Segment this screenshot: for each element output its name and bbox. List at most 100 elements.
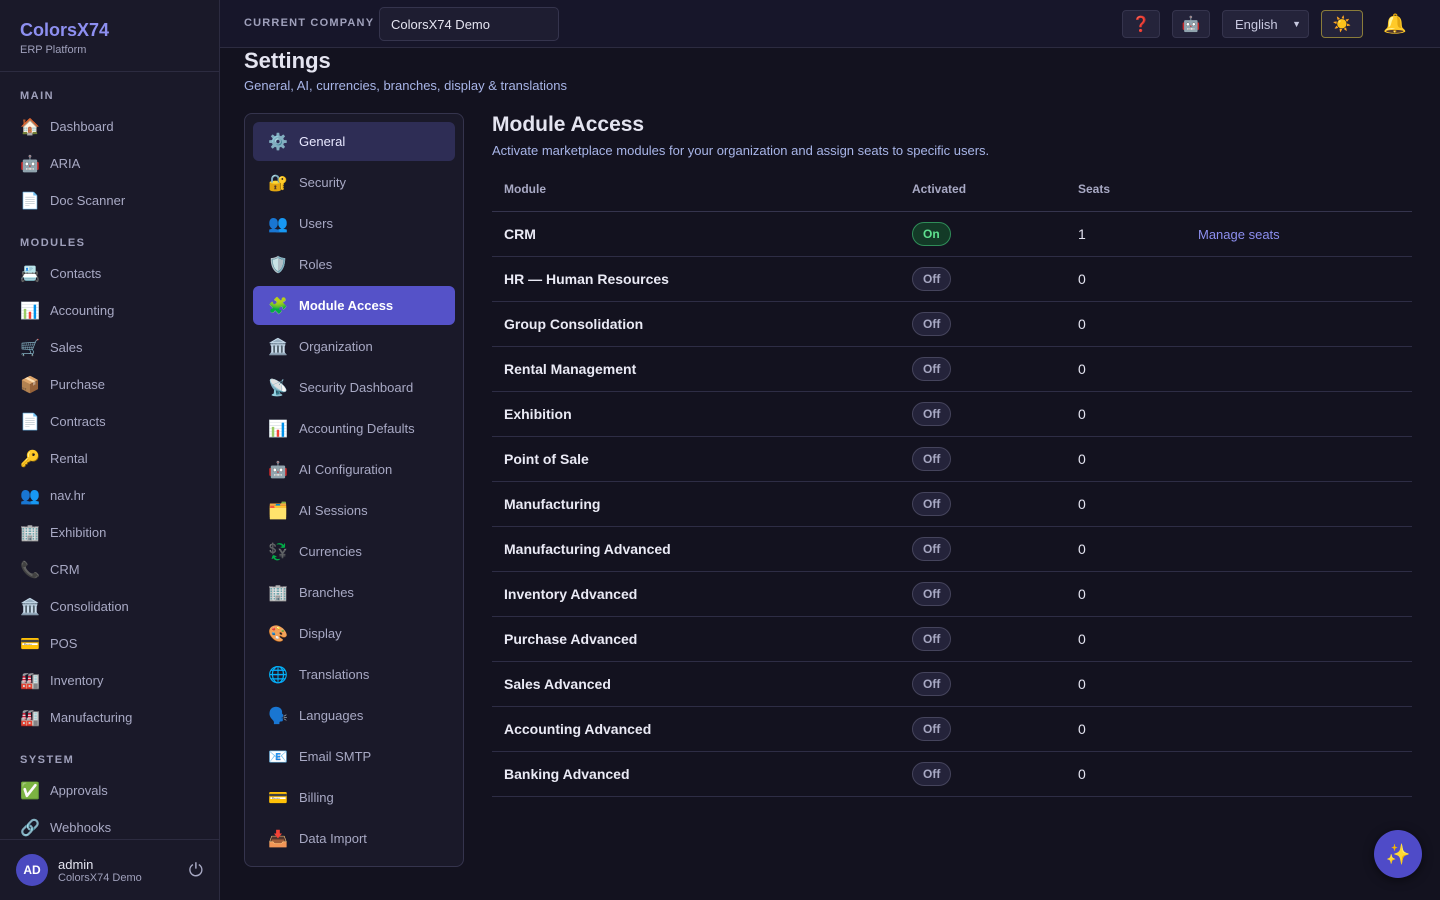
settings-nav-item[interactable]: 🗂️ AI Sessions	[253, 491, 455, 530]
status-toggle[interactable]: On	[912, 221, 951, 246]
settings-nav-item[interactable]: 📥 Data Import	[253, 819, 455, 858]
status-toggle[interactable]: Off	[912, 716, 952, 741]
status-toggle[interactable]: Off	[912, 401, 952, 426]
nav-icon: 📡	[268, 379, 288, 397]
seats: 0	[1066, 256, 1186, 302]
seats: 0	[1066, 301, 1186, 347]
nav-label: Exhibition	[50, 525, 107, 540]
nav-item[interactable]: 📄 Contracts	[0, 403, 219, 440]
nav-item[interactable]: 📦 Purchase	[0, 366, 219, 403]
nav-item[interactable]: 🔑 Rental	[0, 440, 219, 477]
status-toggle[interactable]: Off	[912, 581, 952, 606]
notifications-button[interactable]: 🔔	[1383, 14, 1407, 35]
manage-seats-link[interactable]: Manage seats	[1198, 226, 1280, 242]
settings-nav-item[interactable]: 👥 Users	[253, 204, 455, 243]
module-row: Rental Management Off 0	[492, 346, 1412, 392]
nav-icon: 💱	[268, 543, 288, 561]
nav-item[interactable]: 📞 CRM	[0, 551, 219, 588]
nav-item[interactable]: 🤖 ARIA	[0, 145, 219, 182]
settings-nav-item[interactable]: ⚙️ General	[253, 122, 455, 161]
section-title: MAIN	[20, 90, 55, 102]
nav-icon: 🏢	[20, 524, 40, 542]
user-company: ColorsX74 Demo	[58, 871, 142, 884]
status-toggle[interactable]: Off	[912, 491, 952, 516]
nav-item[interactable]: 🏭 Inventory	[0, 662, 219, 699]
nav-label: Accounting Defaults	[299, 421, 415, 436]
seats: 0	[1066, 526, 1186, 572]
module-name: Exhibition	[492, 391, 900, 437]
module-name: Sales Advanced	[492, 661, 900, 707]
nav-item[interactable]: 💳 POS	[0, 625, 219, 662]
settings-nav-item[interactable]: 🎨 Display	[253, 614, 455, 653]
settings-nav-item[interactable]: 🌐 Translations	[253, 655, 455, 694]
nav-item[interactable]: ✅ Approvals	[0, 772, 219, 809]
nav-item[interactable]: 🏢 Exhibition	[0, 514, 219, 551]
module-row: Manufacturing Advanced Off 0	[492, 526, 1412, 572]
status-cell: Off	[900, 301, 1066, 347]
module-name: HR — Human Resources	[492, 256, 900, 302]
nav-item[interactable]: 🏛️ Consolidation	[0, 588, 219, 625]
nav-icon: 🏠	[20, 118, 40, 136]
settings-nav-item[interactable]: 💳 Billing	[253, 778, 455, 817]
action-cell	[1186, 571, 1412, 617]
nav-icon: 🏭	[20, 672, 40, 690]
nav-label: Billing	[299, 790, 334, 805]
nav-label: Rental	[50, 451, 88, 466]
nav-item[interactable]: 🛒 Sales	[0, 329, 219, 366]
settings-nav-item[interactable]: 🔐 Security	[253, 163, 455, 202]
module-access-panel: Module Access Activate marketplace modul…	[492, 113, 1412, 797]
nav-label: Dashboard	[50, 119, 114, 134]
seats: 0	[1066, 751, 1186, 797]
nav-item[interactable]: 👥 nav.hr	[0, 477, 219, 514]
settings-nav-item[interactable]: 🛡️ Roles	[253, 245, 455, 284]
assistant-fab[interactable]: ✨	[1374, 830, 1422, 878]
nav-label: POS	[50, 636, 78, 651]
action-cell	[1186, 706, 1412, 752]
help-button[interactable]: ❓	[1122, 10, 1160, 38]
theme-button[interactable]: ☀️	[1321, 10, 1363, 38]
status-toggle[interactable]: Off	[912, 626, 952, 651]
nav-item[interactable]: 📇 Contacts	[0, 255, 219, 292]
nav-item[interactable]: 🏠 Dashboard	[0, 108, 219, 145]
status-cell: Off	[900, 256, 1066, 302]
nav-label: Approvals	[50, 783, 108, 798]
status-toggle[interactable]: Off	[912, 536, 952, 561]
nav-item[interactable]: 🏭 Manufacturing	[0, 699, 219, 736]
module-name: Manufacturing	[492, 481, 900, 527]
settings-nav-item[interactable]: 📊 Accounting Defaults	[253, 409, 455, 448]
nav-label: nav.hr	[50, 488, 86, 503]
nav-item[interactable]: 📊 Accounting	[0, 292, 219, 329]
settings-nav-item[interactable]: 🤖 AI Configuration	[253, 450, 455, 489]
user-name: admin	[58, 856, 94, 872]
action-cell: Manage seats	[1186, 211, 1412, 257]
settings-nav-item[interactable]: 🏢 Branches	[253, 573, 455, 612]
settings-nav-item[interactable]: 🗣️ Languages	[253, 696, 455, 735]
nav-item[interactable]: 🔗 Webhooks	[0, 809, 219, 846]
status-toggle[interactable]: Off	[912, 311, 952, 336]
seats: 0	[1066, 661, 1186, 707]
settings-nav-item[interactable]: 📡 Security Dashboard	[253, 368, 455, 407]
module-row: HR — Human Resources Off 0	[492, 256, 1412, 302]
company-select[interactable]: ColorsX74 Demo	[379, 7, 559, 41]
settings-nav-item[interactable]: 💱 Currencies	[253, 532, 455, 571]
logout-button[interactable]: ⏻	[188, 859, 203, 880]
settings-nav-item[interactable]: 🧩 Module Access	[253, 286, 455, 325]
nav-item[interactable]: 📄 Doc Scanner	[0, 182, 219, 219]
status-toggle[interactable]: Off	[912, 266, 952, 291]
nav-icon: 💳	[268, 789, 288, 807]
status-toggle[interactable]: Off	[912, 671, 952, 696]
status-toggle[interactable]: Off	[912, 356, 952, 381]
nav-icon: 🤖	[20, 155, 40, 173]
ai-button[interactable]: 🤖	[1172, 10, 1210, 38]
language-select[interactable]: English ▼	[1222, 10, 1309, 38]
settings-nav-item[interactable]: 📧 Email SMTP	[253, 737, 455, 776]
status-toggle[interactable]: Off	[912, 761, 952, 786]
status-toggle[interactable]: Off	[912, 446, 952, 471]
column-header-empty	[1186, 182, 1412, 212]
module-row: Inventory Advanced Off 0	[492, 571, 1412, 617]
nav-label: Users	[299, 216, 333, 231]
user-info: admin ColorsX74 Demo	[58, 857, 189, 884]
page-title: Settings	[244, 48, 331, 73]
settings-nav-item[interactable]: 🏛️ Organization	[253, 327, 455, 366]
nav-label: Manufacturing	[50, 710, 133, 725]
